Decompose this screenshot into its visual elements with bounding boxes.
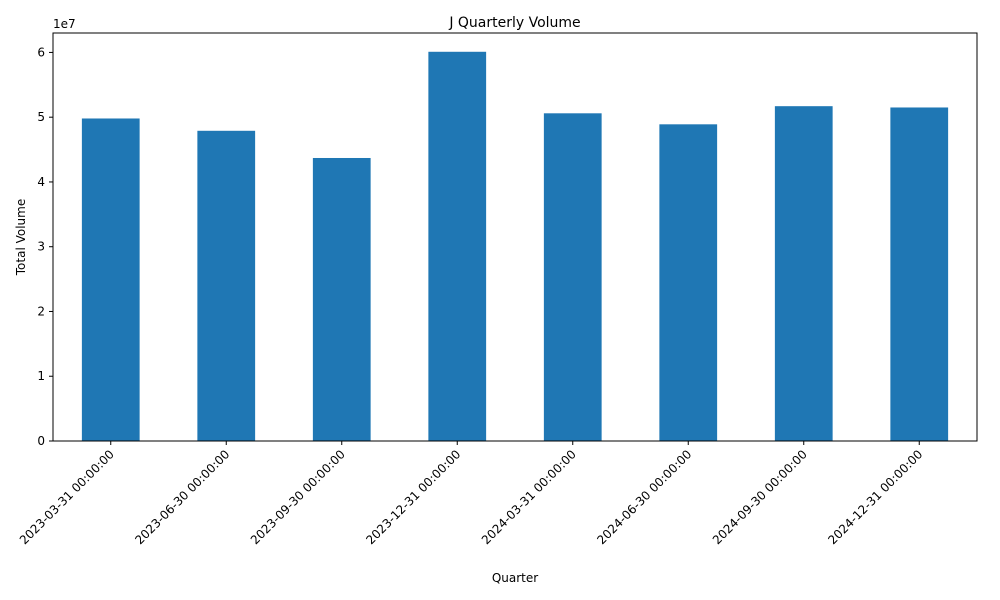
- y-tick-label: 2: [37, 304, 45, 318]
- bar-7: [774, 106, 833, 441]
- y-tick-label: 4: [37, 175, 45, 189]
- bar-6: [659, 124, 718, 442]
- x-tick-label: 2024-06-30 00:00:00: [594, 447, 694, 547]
- bar-8: [890, 107, 949, 441]
- y-tick-label: 1: [37, 369, 45, 383]
- x-tick-label: 2024-03-31 00:00:00: [479, 447, 579, 547]
- x-tick-label: 2023-06-30 00:00:00: [132, 447, 232, 547]
- bar-3: [312, 157, 371, 441]
- x-tick-label: 2024-12-31 00:00:00: [825, 447, 925, 547]
- chart-title: J Quarterly Volume: [448, 15, 580, 31]
- x-axis-label: Quarter: [492, 571, 538, 585]
- y-tick-label: 3: [37, 240, 45, 254]
- y-tick-label: 6: [37, 45, 45, 59]
- x-ticks-group: 2023-03-31 00:00:00 2023-06-30 00:00:00 20…: [17, 441, 925, 547]
- bar-5: [543, 113, 602, 442]
- x-tick-label: 2023-12-31 00:00:00: [363, 447, 463, 547]
- x-tick-label: 2024-09-30 00:00:00: [710, 447, 810, 547]
- y-tick-label: 0: [37, 434, 45, 448]
- bar-1: [81, 118, 140, 441]
- y-ticks-group: 0 1 2 3 4 5 6: [37, 45, 53, 448]
- y-axis-offset-label: 1e7: [53, 17, 76, 31]
- y-tick-label: 5: [37, 110, 45, 124]
- x-tick-label: 2023-09-30 00:00:00: [248, 447, 348, 547]
- y-axis-label: Total Volume: [14, 199, 28, 276]
- bar-2: [197, 130, 256, 442]
- plot-frame: [52, 32, 978, 442]
- bar-4: [428, 51, 487, 442]
- bars-group: [81, 51, 949, 442]
- x-tick-label: 2023-03-31 00:00:00: [17, 447, 117, 547]
